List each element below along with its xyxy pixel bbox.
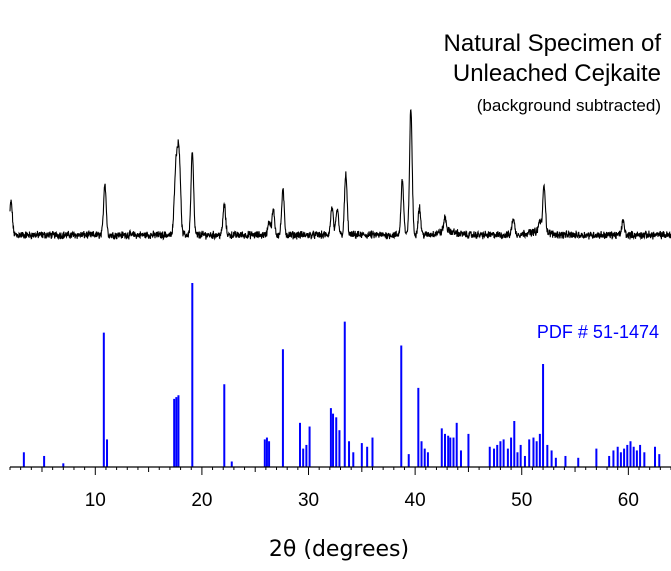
- reference-sticks: [22, 283, 661, 467]
- x-tick-label: 50: [511, 490, 532, 511]
- x-axis-tick-labels: 10 20 30 40 50 60: [85, 490, 639, 511]
- x-tick-label: 10: [85, 490, 106, 511]
- x-tick-label: 30: [298, 490, 319, 511]
- x-tick-label: 40: [405, 490, 426, 511]
- measured-pattern: [9, 109, 671, 241]
- pattern-trace: [9, 109, 671, 241]
- x-tick-label: 20: [191, 490, 212, 511]
- specimen-title-line1: Natural Specimen of: [444, 30, 662, 57]
- specimen-note: (background subtracted): [477, 96, 661, 115]
- specimen-title-line2: Unleached Cejkaite: [453, 60, 661, 87]
- reference-pdf-label: PDF # 51-1474: [537, 322, 659, 342]
- x-tick-label: 60: [618, 490, 639, 511]
- x-axis-ticks: [9, 467, 671, 475]
- x-axis-title: 2θ (degrees): [269, 537, 409, 562]
